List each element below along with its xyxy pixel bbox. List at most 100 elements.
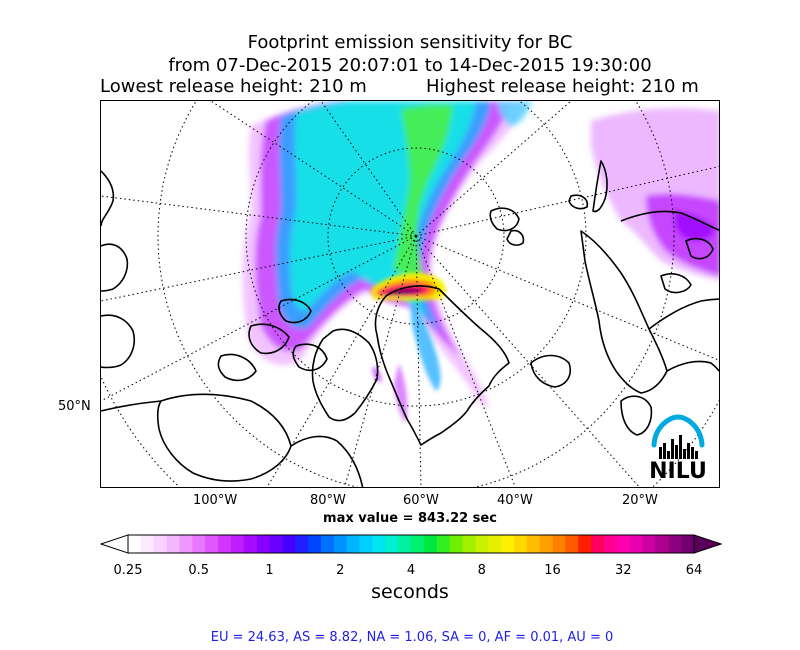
- europe-inland-2: [660, 273, 692, 294]
- colorbar-segment: [179, 535, 193, 553]
- scandinavia-coast: [580, 230, 668, 394]
- sensitivity-europe: [591, 108, 719, 281]
- novaya-zemlya: [592, 160, 608, 213]
- sensitivity-core-right: [497, 101, 531, 127]
- meridian-9: [210, 101, 417, 237]
- colorbar-segment: [205, 535, 219, 553]
- colorbar-segment: [642, 535, 656, 553]
- lat-label-50n: 50°N: [58, 399, 91, 414]
- meridian-3: [415, 235, 422, 487]
- colorbar-segment: [153, 535, 168, 553]
- colorbar-segment: [603, 535, 618, 553]
- colorbar-segment: [423, 535, 438, 553]
- lon-label-20w: 20°W: [622, 493, 658, 508]
- colorbar-segment: [140, 535, 155, 553]
- colorbar-tick-label: 32: [614, 563, 632, 578]
- colorbar-segment: [462, 535, 476, 553]
- chart-title-line2: from 07-Dec-2015 20:07:01 to 14-Dec-2015…: [168, 55, 652, 76]
- max-value-label: max value = 843.22 sec: [323, 511, 497, 526]
- colorbar-tick-label: 4: [406, 563, 416, 578]
- meridian-2: [344, 235, 417, 487]
- colorbar-segment: [565, 535, 579, 553]
- british-isles: [620, 395, 653, 436]
- parallel-circle-70: [245, 101, 587, 407]
- colorbar-segment: [282, 535, 296, 553]
- colorbar-segment: [230, 535, 245, 553]
- colorbar-segment: [243, 535, 258, 553]
- colorbar-segment: [320, 535, 335, 553]
- map-plot-area: NILU: [100, 100, 720, 488]
- colorbar-segment: [308, 535, 322, 553]
- svalbard-coast-2: [506, 229, 525, 246]
- greenland-coast: [374, 285, 510, 446]
- colorbar-segment: [475, 535, 489, 553]
- sensitivity-green: [393, 104, 453, 289]
- baffin-island-coast: [311, 328, 379, 422]
- colorbar-over-triangle: [693, 534, 722, 554]
- colorbar-segment: [359, 535, 373, 553]
- colorbar-tick-label: 1: [265, 563, 274, 578]
- meridian-4: [415, 235, 516, 487]
- colorbar-tick-label: 2: [336, 563, 345, 578]
- nilu-logo-text: NILU: [649, 459, 707, 484]
- colorbar-segment: [166, 535, 180, 553]
- chart-title-line1: Footprint emission sensitivity for BC: [247, 32, 573, 53]
- colorbar-segment: [218, 535, 232, 553]
- map-canvas: [101, 101, 719, 487]
- alaska-coast: [101, 170, 115, 227]
- colorbar-segment: [629, 535, 644, 553]
- colorbar-segment: [526, 535, 541, 553]
- colorbar-segment: [256, 535, 270, 553]
- colorbar-segment: [385, 535, 399, 553]
- colorbar-tick-label: 8: [477, 563, 486, 578]
- north-america-coast: [101, 400, 162, 412]
- europe-coast-2: [666, 360, 719, 372]
- colorbar-segment: [449, 535, 463, 553]
- colorbar-segment: [488, 535, 502, 553]
- colorbar-segment: [398, 535, 412, 553]
- colorbar-segment: [295, 535, 309, 553]
- arctic-archipelago-1: [278, 298, 312, 324]
- colorbar-segment: [333, 535, 348, 553]
- colorbar-unit-label: seconds: [371, 581, 449, 603]
- franz-josef-land: [568, 194, 589, 210]
- colorbar-segment: [578, 535, 592, 553]
- colorbar-segment: [513, 535, 528, 553]
- arctic-archipelago-3: [292, 343, 328, 372]
- colorbar-segment: [668, 535, 682, 553]
- colorbar-tick-label: 0.5: [188, 563, 210, 578]
- highest-release-height-label: Highest release height: 210 m: [426, 76, 699, 97]
- canada-west-coast: [101, 314, 136, 369]
- colorbar-segment: [346, 535, 361, 553]
- colorbar-segment: [192, 535, 206, 553]
- colorbar-segment: [128, 535, 142, 553]
- colorbar-segment: [591, 535, 605, 553]
- meridian-13: [415, 235, 719, 361]
- labrador-coast: [290, 435, 364, 487]
- colorbar-segment: [436, 535, 451, 553]
- nilu-logo-graphic: [651, 414, 705, 459]
- meridian-8: [101, 195, 417, 237]
- europe-coast-1: [648, 298, 719, 330]
- colorbar-tick-label: 0.25: [113, 563, 143, 578]
- lowest-release-height-label: Lowest release height: 210 m: [100, 76, 367, 97]
- siberia-coast-top: [101, 243, 129, 292]
- sensitivity-field: [242, 101, 531, 409]
- colorbar-under-triangle: [100, 534, 129, 554]
- arctic-archipelago-4: [217, 353, 257, 382]
- russia-coast: [620, 210, 719, 232]
- nilu-logo-arc: [651, 414, 705, 448]
- nilu-logo: NILU: [647, 413, 709, 485]
- colorbar-segment: [539, 535, 553, 553]
- hudson-bay-coast: [156, 393, 292, 482]
- parallel-circle-60: [157, 101, 675, 487]
- meridian-10: [320, 101, 417, 237]
- colorbar-segment: [269, 535, 283, 553]
- europe-inland-1: [685, 237, 714, 260]
- colorbar-frame: [127, 534, 695, 554]
- colorbar-segment: [616, 535, 631, 553]
- colorbar-segment: [372, 535, 386, 553]
- nilu-logo-skyline: [659, 435, 698, 459]
- hotspot-dark: [383, 288, 423, 295]
- iceland-coast: [530, 354, 571, 388]
